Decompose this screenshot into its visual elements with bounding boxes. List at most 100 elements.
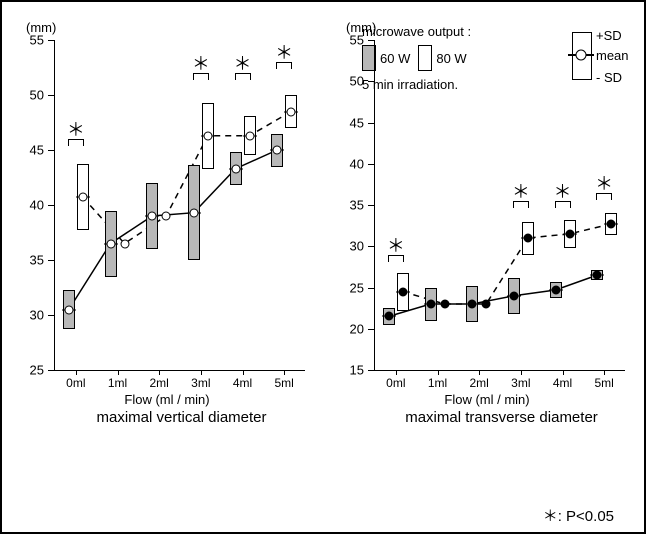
significance-bracket xyxy=(68,139,84,146)
footer-significance: ＊: P<0.05 xyxy=(543,505,614,526)
significance-asterisk: ＊ xyxy=(595,175,613,193)
xtick-mark xyxy=(521,370,522,375)
xtick-mark xyxy=(563,370,564,375)
ytick-mark xyxy=(48,315,54,316)
ytick-label: 55 xyxy=(20,33,44,48)
xtick-label: 3ml xyxy=(191,376,210,390)
xtick-mark xyxy=(243,370,244,375)
ytick-mark xyxy=(368,329,374,330)
ytick-label: 15 xyxy=(340,363,364,378)
figure-container: microwave output : 60 W 80 W 5 min irrad… xyxy=(0,0,646,534)
significance-bracket xyxy=(235,73,251,80)
series-line xyxy=(69,150,277,310)
mean-marker xyxy=(231,164,240,173)
plot-area-left: 0ml1ml2ml3ml4ml5ml＊＊＊＊ xyxy=(54,40,305,371)
xtick-label: 4ml xyxy=(233,376,252,390)
significance-bracket xyxy=(596,193,612,200)
ytick-mark xyxy=(368,205,374,206)
significance-bracket xyxy=(555,201,571,208)
plot-area-right: 0ml1ml2ml3ml4ml5ml＊＊＊＊ xyxy=(374,40,625,371)
ytick-mark xyxy=(48,205,54,206)
significance-asterisk: ＊ xyxy=(192,55,210,73)
ytick-mark xyxy=(48,370,54,371)
ytick-mark xyxy=(48,95,54,96)
lines-right xyxy=(375,40,625,370)
ytick-label: 45 xyxy=(20,143,44,158)
ytick-label: 30 xyxy=(20,308,44,323)
mean-marker xyxy=(509,291,518,300)
mean-marker xyxy=(273,146,282,155)
mean-marker xyxy=(78,193,87,202)
ytick-mark xyxy=(48,260,54,261)
chart-vertical-diameter: (mm) 0ml1ml2ml3ml4ml5ml＊＊＊＊ Flow (ml / m… xyxy=(22,22,312,422)
xtick-mark xyxy=(604,370,605,375)
xtick-label: 2ml xyxy=(149,376,168,390)
lines-left xyxy=(55,40,305,370)
mean-marker xyxy=(426,300,435,309)
significance-asterisk: ＊ xyxy=(275,44,293,62)
xtick-label: 1ml xyxy=(108,376,127,390)
ytick-label: 20 xyxy=(340,321,364,336)
significance-bracket xyxy=(513,201,529,208)
chart-transverse-diameter: (mm) 0ml1ml2ml3ml4ml5ml＊＊＊＊ Flow (ml / m… xyxy=(342,22,632,422)
ytick-mark xyxy=(48,40,54,41)
ytick-label: 50 xyxy=(20,88,44,103)
ytick-label: 35 xyxy=(340,198,364,213)
ytick-label: 30 xyxy=(340,239,364,254)
mean-marker xyxy=(189,208,198,217)
significance-asterisk: ＊ xyxy=(67,121,85,139)
mean-marker xyxy=(384,312,393,321)
ytick-mark xyxy=(368,123,374,124)
x-axis-label-left: Flow (ml / min) xyxy=(124,392,209,407)
mean-marker xyxy=(245,131,254,140)
mean-marker xyxy=(64,305,73,314)
ytick-label: 40 xyxy=(340,156,364,171)
mean-marker xyxy=(120,239,129,248)
ytick-label: 35 xyxy=(20,253,44,268)
mean-marker xyxy=(287,107,296,116)
ytick-label: 25 xyxy=(20,363,44,378)
significance-bracket xyxy=(388,255,404,262)
xtick-mark xyxy=(396,370,397,375)
xtick-mark xyxy=(201,370,202,375)
significance-asterisk: ＊ xyxy=(554,183,572,201)
xtick-label: 4ml xyxy=(553,376,572,390)
xtick-mark xyxy=(76,370,77,375)
ytick-mark xyxy=(368,81,374,82)
xtick-mark xyxy=(284,370,285,375)
significance-asterisk: ＊ xyxy=(512,183,530,201)
mean-marker xyxy=(203,131,212,140)
x-axis-label-right: Flow (ml / min) xyxy=(444,392,529,407)
chart-title-right: maximal transverse diameter xyxy=(405,409,598,426)
ytick-mark xyxy=(48,150,54,151)
xtick-label: 0ml xyxy=(386,376,405,390)
xtick-label: 1ml xyxy=(428,376,447,390)
xtick-label: 5ml xyxy=(594,376,613,390)
ytick-label: 55 xyxy=(340,33,364,48)
xtick-mark xyxy=(118,370,119,375)
series-line xyxy=(389,275,597,316)
mean-marker xyxy=(398,287,407,296)
ytick-label: 40 xyxy=(20,198,44,213)
mean-marker xyxy=(106,239,115,248)
xtick-label: 5ml xyxy=(274,376,293,390)
significance-bracket xyxy=(276,62,292,69)
mean-marker xyxy=(468,300,477,309)
ytick-mark xyxy=(368,164,374,165)
ytick-mark xyxy=(368,246,374,247)
chart-title-left: maximal vertical diameter xyxy=(96,409,266,426)
xtick-label: 0ml xyxy=(66,376,85,390)
mean-marker xyxy=(551,285,560,294)
xtick-label: 2ml xyxy=(469,376,488,390)
mean-marker xyxy=(607,219,616,228)
ytick-mark xyxy=(368,370,374,371)
significance-asterisk: ＊ xyxy=(387,237,405,255)
mean-marker xyxy=(593,271,602,280)
mean-marker xyxy=(440,300,449,309)
xtick-mark xyxy=(479,370,480,375)
mean-marker xyxy=(162,212,171,221)
xtick-label: 3ml xyxy=(511,376,530,390)
ytick-mark xyxy=(368,288,374,289)
ytick-label: 50 xyxy=(340,74,364,89)
significance-bracket xyxy=(193,73,209,80)
